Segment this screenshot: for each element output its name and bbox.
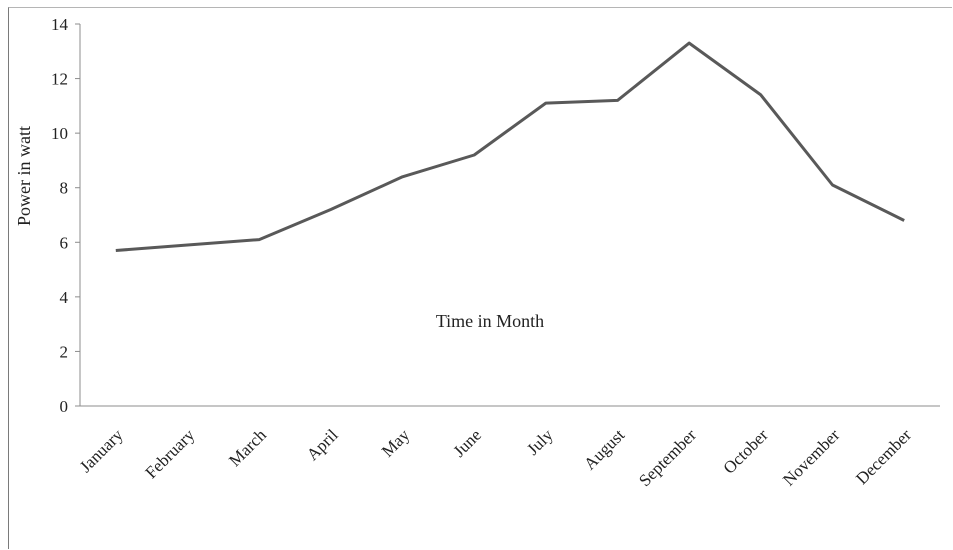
x-tick-label: December xyxy=(852,425,915,488)
x-tick-label: July xyxy=(523,425,557,459)
x-tick-label: October xyxy=(720,425,772,477)
x-tick-label: August xyxy=(580,425,628,473)
x-tick-label: March xyxy=(225,425,270,470)
x-axis-title: Time in Month xyxy=(436,311,544,331)
y-tick-label: 6 xyxy=(60,233,69,252)
x-tick-label: May xyxy=(378,425,414,461)
x-tick-label: April xyxy=(303,425,342,464)
x-tick-label: February xyxy=(141,425,198,482)
y-tick-label: 14 xyxy=(51,15,69,34)
y-tick-label: 12 xyxy=(51,70,68,89)
y-axis-title: Power in watt xyxy=(14,126,34,226)
y-tick-label: 2 xyxy=(60,342,69,361)
x-tick-label: January xyxy=(76,425,127,476)
x-ticks: January February March April May June July Augu… xyxy=(76,425,915,490)
x-tick-label: September xyxy=(635,425,700,490)
axes xyxy=(79,24,940,407)
x-tick-label: June xyxy=(450,425,485,460)
y-tick-label: 0 xyxy=(60,397,69,416)
y-tick-label: 8 xyxy=(60,179,69,198)
y-tick-label: 10 xyxy=(51,124,68,143)
chart-frame xyxy=(8,7,952,549)
y-ticks: 0 2 4 6 8 10 12 14 xyxy=(51,15,80,416)
series-line xyxy=(115,41,905,252)
y-tick-label: 4 xyxy=(60,288,69,307)
x-tick-label: November xyxy=(779,425,843,489)
